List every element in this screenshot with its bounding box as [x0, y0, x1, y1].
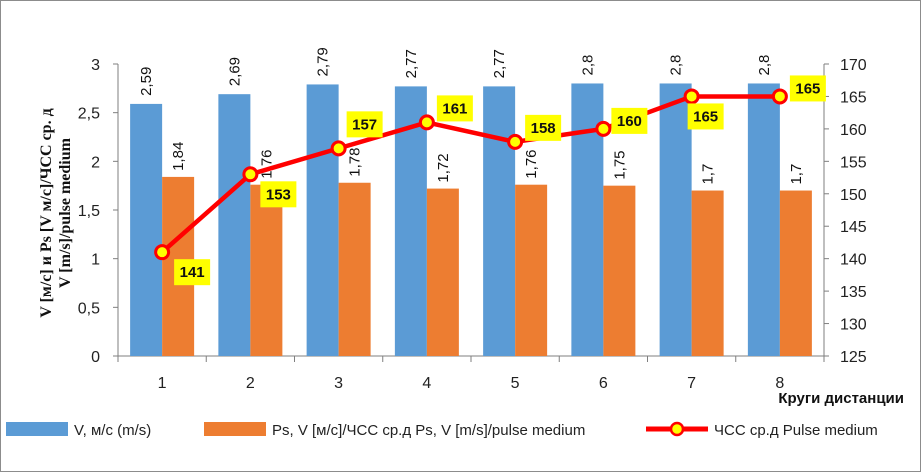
legend: V, м/с (m/s) Ps, V [м/с]/ЧСС ср.д Ps, V …: [6, 421, 878, 439]
bar-ps-label: 1,76: [258, 149, 275, 178]
pulse-label: 153: [266, 186, 291, 203]
bar-v-label: 2,77: [491, 49, 508, 78]
pulse-label: 165: [795, 80, 820, 97]
bar-v: [747, 83, 780, 356]
pulse-labels: 141 153 157 161 158 160 165 165: [174, 75, 826, 286]
bar-v-label: 2,77: [403, 49, 420, 78]
bar-labels: 2,59 2,69 2,79 2,77 2,77 2,8 2,8 2,8 1,84 1,76 1,7…: [138, 47, 805, 184]
y-left-tick-label: 0,5: [78, 300, 100, 317]
bar-v-label: 2,59: [138, 67, 155, 96]
bar-v-label: 2,79: [315, 47, 332, 76]
bar-ps-label: 1,72: [435, 153, 452, 182]
bar-ps-label: 1,75: [611, 150, 628, 179]
pulse-point: [242, 166, 259, 183]
bar-ps-label: 1,78: [347, 148, 364, 177]
y-right-tick-label: 145: [840, 219, 867, 236]
bar-ps: [250, 184, 283, 356]
pulse-label-box: [611, 107, 648, 134]
y-right-tick-label: 140: [840, 252, 867, 269]
bar-v: [130, 103, 163, 356]
bar-v-label: 2,8: [668, 55, 685, 76]
pulse-label: 141: [180, 264, 205, 281]
legend-label-ps: Ps, V [м/с]/ЧСС ср.д Ps, V [m/s]/pulse m…: [272, 422, 585, 439]
bar-v-label: 2,8: [756, 55, 773, 76]
pulse-label-box: [260, 181, 297, 208]
bar-ps: [426, 188, 459, 356]
y-left-tick-label: 1,5: [78, 203, 100, 220]
bar-v-label: 2,69: [226, 57, 243, 86]
legend-label-pulse: ЧСС ср.д Pulse medium: [714, 422, 878, 439]
y-right-tick-label: 135: [840, 284, 867, 301]
legend-swatch-pulse-marker: [669, 421, 685, 437]
x-tick-label: 6: [599, 375, 608, 392]
y-axis-left: 0 0,5 1 1,5 2 2,5 3: [78, 57, 119, 366]
bar-ps-label: 1,76: [523, 149, 540, 178]
pulse-label: 157: [352, 116, 377, 133]
y-left-tick-label: 0: [91, 349, 100, 366]
bar-ps: [338, 182, 371, 356]
y-left-tick-label: 2: [91, 154, 100, 171]
pulse-series-line: [160, 94, 780, 254]
x-tick-label: 5: [511, 375, 520, 392]
bar-v: [659, 83, 692, 356]
y-right-tick-label: 160: [840, 122, 867, 139]
pulse-label-box: [436, 95, 473, 122]
pulse-label: 160: [617, 113, 642, 130]
x-tick-label: 7: [687, 375, 696, 392]
pulse-point: [595, 120, 612, 137]
bar-ps: [515, 184, 548, 356]
y-axis-right: 125 130 135 140 145 150 155 160 165 170: [823, 57, 867, 366]
pulse-label: 158: [531, 120, 556, 137]
x-tick-label: 8: [775, 375, 784, 392]
bar-v: [483, 86, 516, 357]
y-left-tick-label: 2,5: [78, 106, 100, 123]
bar-ps: [779, 190, 812, 356]
y-right-tick-label: 165: [840, 89, 867, 106]
bar-v: [306, 84, 339, 356]
y-right-tick-label: 170: [840, 57, 867, 74]
pulse-label-box: [525, 114, 562, 141]
pulse-label-box: [789, 75, 826, 102]
x-axis: 1 2 3 4 5 6 7 8: [117, 355, 825, 392]
pulse-label-box: [346, 111, 383, 138]
bar-ps: [603, 185, 636, 356]
x-tick-label: 2: [246, 375, 255, 392]
bar-ps: [691, 190, 724, 356]
bar-ps-label: 1,7: [700, 164, 717, 185]
bar-ps-label: 1,84: [170, 142, 187, 171]
pulse-label: 161: [442, 100, 467, 117]
pulse-line: [154, 88, 788, 261]
y-right-tick-label: 150: [840, 187, 867, 204]
y-left-tick-label: 3: [91, 57, 100, 74]
bar-v: [218, 94, 251, 356]
y-left-tick-label: 1: [91, 252, 100, 269]
pulse-point: [683, 88, 700, 105]
x-tick-label: 3: [334, 375, 343, 392]
bar-ps-label: 1,7: [788, 164, 805, 185]
x-tick-label: 1: [158, 375, 167, 392]
y-right-tick-label: 130: [840, 317, 867, 334]
y-right-tick-label: 155: [840, 154, 867, 171]
pulse-point: [507, 133, 524, 150]
pulse-point: [330, 140, 347, 157]
y-right-tick-label: 125: [840, 349, 867, 366]
pulse-label-box: [174, 259, 211, 286]
bar-v-label: 2,8: [579, 55, 596, 76]
pulse-point: [154, 244, 171, 261]
pulse-point: [418, 114, 435, 131]
x-tick-label: 4: [422, 375, 431, 392]
x-axis-title: Круги дистанции: [778, 390, 904, 407]
pulse-label-box: [687, 103, 724, 130]
legend-swatch-v: [6, 422, 68, 436]
legend-label-v: V, м/с (m/s): [74, 422, 151, 439]
pulse-point: [771, 88, 788, 105]
legend-swatch-ps: [204, 422, 266, 436]
pulse-label: 165: [693, 108, 718, 125]
